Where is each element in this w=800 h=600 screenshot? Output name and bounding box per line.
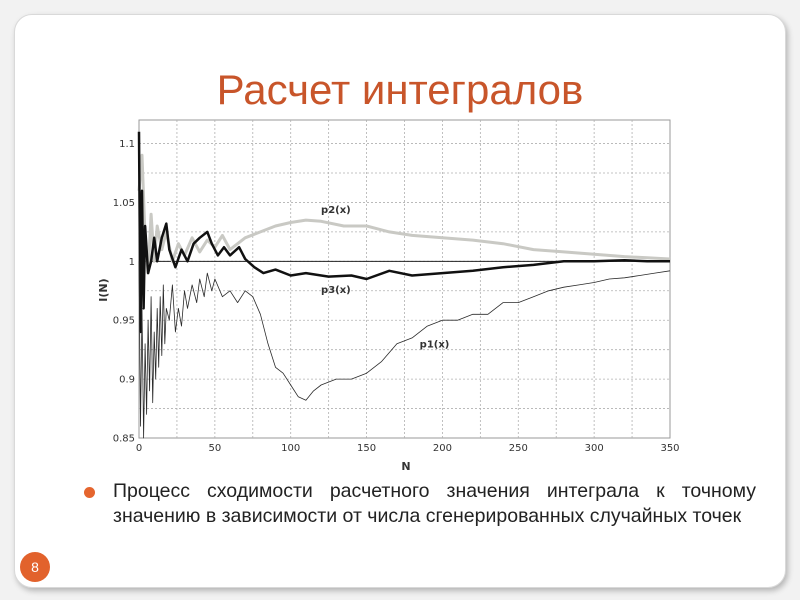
y-tick-label: 1.1 [119,139,135,150]
series-label: p2(x) [321,205,351,216]
series-layer [137,131,671,439]
slide-title: Расчет интегралов [216,66,584,113]
x-tick-label: 200 [433,443,452,454]
convergence-chart: p2(x) p3(x) p1(x) 0 50 100 150 200 250 300 350 0.8… [90,118,690,478]
bullet-text: Процесс сходимости расчетного значения и… [113,480,756,527]
x-tick-label: 150 [357,443,376,454]
chart-svg: p2(x) p3(x) p1(x) 0 50 100 150 200 250 300 350 0.8… [97,119,680,473]
x-tick-label: 0 [136,443,142,454]
x-tick-label: 50 [208,443,221,454]
series-label-layer: p2(x) p3(x) p1(x) [321,205,449,350]
y-tick-label: 1 [129,257,135,268]
y-axis-label: I(N) [97,278,110,301]
x-tick-label: 350 [660,443,679,454]
y-tick-label: 0.85 [113,434,135,445]
bullet-point: Процесс сходимости расчетного значения и… [84,479,756,529]
series-label: p1(x) [420,339,450,350]
x-tick-label: 100 [281,443,300,454]
series-label: p3(x) [321,285,351,296]
x-tick-label: 250 [509,443,528,454]
page-number-badge: 8 [20,552,50,582]
x-axis-label: N [401,460,410,473]
series-line-p2x [137,153,671,275]
y-tick-label: 1.05 [113,198,135,209]
y-tick-label: 0.9 [119,375,135,386]
y-tick-label: 0.95 [113,316,135,327]
x-tick-label: 300 [585,443,604,454]
plot-frame [138,119,671,439]
bullet-icon [84,487,95,498]
series-line-p3x [137,131,670,334]
series-line-p1x [138,261,671,439]
tick-label-layer: 0 50 100 150 200 250 300 350 0.85 0.9 0.95 1 1.05 1.1 [113,139,680,454]
